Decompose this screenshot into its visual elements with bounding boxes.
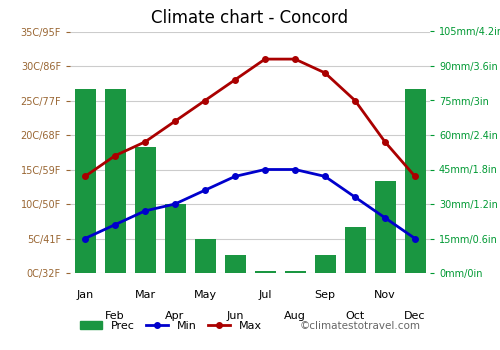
Text: Jan: Jan: [76, 290, 94, 300]
Text: Jul: Jul: [258, 290, 272, 300]
Text: Apr: Apr: [166, 311, 184, 321]
Bar: [374, 181, 396, 273]
Text: Dec: Dec: [404, 311, 426, 321]
Bar: [164, 204, 186, 273]
Bar: [254, 271, 276, 273]
Title: Climate chart - Concord: Climate chart - Concord: [152, 9, 348, 27]
Legend: Prec, Min, Max: Prec, Min, Max: [76, 316, 267, 335]
Text: Nov: Nov: [374, 290, 396, 300]
Bar: [194, 238, 216, 273]
Text: Sep: Sep: [314, 290, 336, 300]
Bar: [224, 254, 246, 273]
Text: Jun: Jun: [226, 311, 244, 321]
Text: Feb: Feb: [105, 311, 125, 321]
Text: Aug: Aug: [284, 311, 306, 321]
Text: Mar: Mar: [134, 290, 156, 300]
Bar: [344, 227, 366, 273]
Text: ©climatestotravel.com: ©climatestotravel.com: [300, 321, 421, 331]
Text: Oct: Oct: [346, 311, 364, 321]
Bar: [314, 254, 336, 273]
Bar: [284, 271, 306, 273]
Bar: [74, 89, 96, 273]
Bar: [134, 147, 156, 273]
Bar: [104, 89, 126, 273]
Bar: [404, 89, 425, 273]
Text: May: May: [194, 290, 216, 300]
